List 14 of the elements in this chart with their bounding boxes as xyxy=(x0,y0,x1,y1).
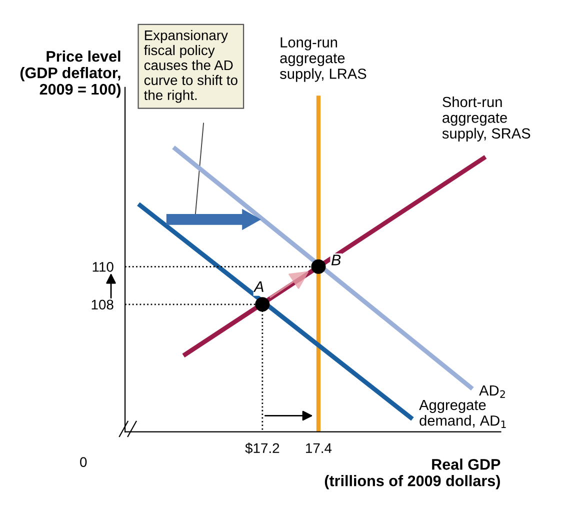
ref-line-label: Long-run aggregate supply, LRAS xyxy=(280,37,366,82)
y-tick-label: 108 xyxy=(92,300,114,310)
y-axis-title: Price level (GDP deflator, 2009 = 100) xyxy=(20,50,121,98)
text: 0 xyxy=(80,457,87,467)
annotation: Expansionary fiscal policy causes the AD curve to shift to the right. xyxy=(144,30,238,103)
annotation: B xyxy=(331,254,341,266)
text: Short-run aggregate supply, SRAS xyxy=(442,96,530,142)
y-tick-label: 110 xyxy=(92,262,114,272)
annotation: A xyxy=(253,281,264,292)
series-label: Aggregate demand, AD$_{1}$ xyxy=(419,400,506,428)
x-tick-label: $17.2 xyxy=(245,442,280,454)
x-tick-label: 17.4 xyxy=(306,443,332,453)
x-axis-title: Real GDP (trillions of 2009 dollars) xyxy=(324,458,500,490)
series-label: AD$_{2}$ xyxy=(479,385,505,398)
